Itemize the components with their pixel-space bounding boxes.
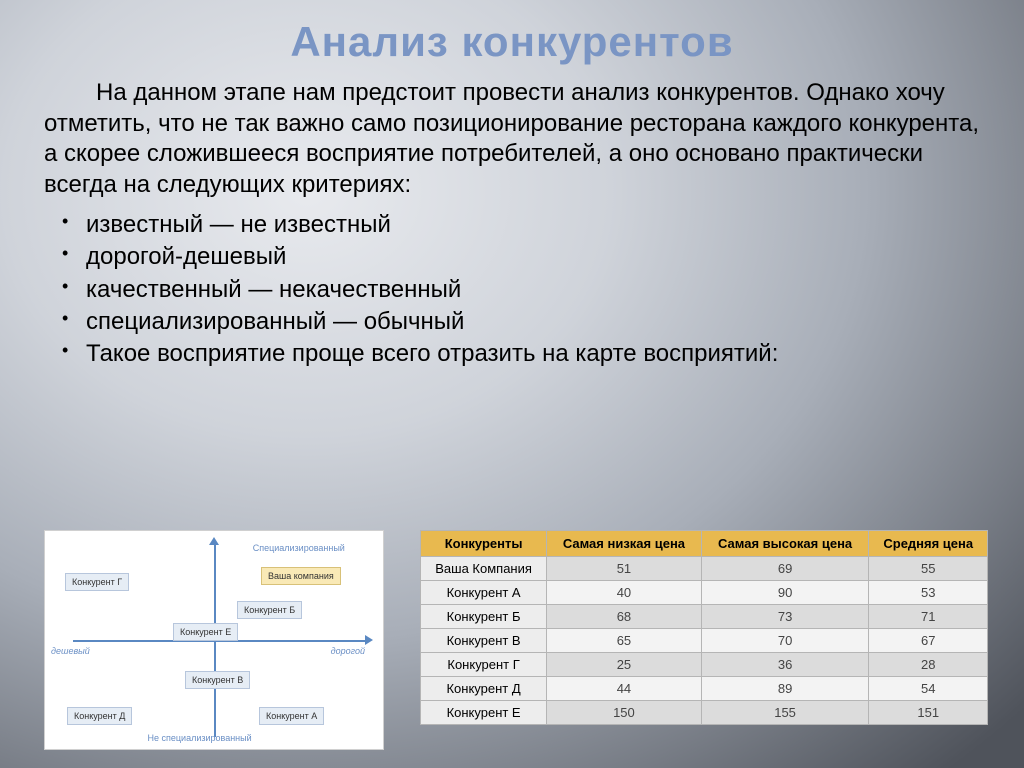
table-cell: Конкурент Д bbox=[421, 677, 547, 701]
map-box-company: Ваша компания bbox=[261, 567, 341, 585]
arrow-right-icon bbox=[365, 635, 373, 645]
perception-map: Специализированный Не специализированный… bbox=[44, 530, 384, 750]
map-box-competitor: Конкурент А bbox=[259, 707, 324, 725]
table-row: Конкурент В657067 bbox=[421, 629, 988, 653]
axis-label-right: дорогой bbox=[331, 646, 365, 656]
axis-label-left: дешевый bbox=[51, 646, 90, 656]
table-cell: Конкурент Б bbox=[421, 605, 547, 629]
map-box-competitor: Конкурент Д bbox=[67, 707, 132, 725]
map-box-competitor: Конкурент Б bbox=[237, 601, 302, 619]
table-cell: 150 bbox=[547, 701, 702, 725]
list-item: известный — не известный bbox=[62, 209, 980, 241]
table-cell: 69 bbox=[701, 557, 869, 581]
table-header-row: Конкуренты Самая низкая цена Самая высок… bbox=[421, 531, 988, 557]
table-cell: 25 bbox=[547, 653, 702, 677]
table-row: Конкурент Б687371 bbox=[421, 605, 988, 629]
table-cell: 67 bbox=[869, 629, 988, 653]
table-row: Ваша Компания516955 bbox=[421, 557, 988, 581]
table-cell: Ваша Компания bbox=[421, 557, 547, 581]
table-row: Конкурент А409053 bbox=[421, 581, 988, 605]
table-cell: 51 bbox=[547, 557, 702, 581]
table-cell: Конкурент В bbox=[421, 629, 547, 653]
axis-label-top: Специализированный bbox=[253, 543, 345, 553]
table-header: Самая высокая цена bbox=[701, 531, 869, 557]
table-header: Средняя цена bbox=[869, 531, 988, 557]
map-box-competitor: Конкурент В bbox=[185, 671, 250, 689]
table-header: Конкуренты bbox=[421, 531, 547, 557]
arrow-up-icon bbox=[209, 537, 219, 545]
table-cell: 28 bbox=[869, 653, 988, 677]
map-box-competitor: Конкурент Е bbox=[173, 623, 238, 641]
table-cell: 151 bbox=[869, 701, 988, 725]
table-cell: 40 bbox=[547, 581, 702, 605]
table-row: Конкурент Г253628 bbox=[421, 653, 988, 677]
list-item: специализированный — обычный bbox=[62, 306, 980, 338]
price-table: Конкуренты Самая низкая цена Самая высок… bbox=[420, 530, 988, 725]
map-box-competitor: Конкурент Г bbox=[65, 573, 129, 591]
table-cell: 65 bbox=[547, 629, 702, 653]
table-cell: 155 bbox=[701, 701, 869, 725]
table-row: Конкурент Е150155151 bbox=[421, 701, 988, 725]
table-cell: 73 bbox=[701, 605, 869, 629]
list-item: дорогой-дешевый bbox=[62, 241, 980, 273]
table-cell: 68 bbox=[547, 605, 702, 629]
table-cell: 53 bbox=[869, 581, 988, 605]
table-header: Самая низкая цена bbox=[547, 531, 702, 557]
slide-title: Анализ конкурентов bbox=[44, 18, 980, 66]
table-cell: 44 bbox=[547, 677, 702, 701]
list-item: качественный — некачественный bbox=[62, 274, 980, 306]
table-row: Конкурент Д448954 bbox=[421, 677, 988, 701]
table-cell: Конкурент Г bbox=[421, 653, 547, 677]
criteria-list: известный — не известный дорогой-дешевый… bbox=[44, 209, 980, 371]
table-cell: 90 bbox=[701, 581, 869, 605]
list-item: Такое восприятие проще всего отразить на… bbox=[62, 338, 980, 370]
axis-label-bottom: Не специализированный bbox=[148, 733, 281, 743]
table-cell: Конкурент Е bbox=[421, 701, 547, 725]
intro-paragraph: На данном этапе нам предстоит провести а… bbox=[44, 78, 980, 201]
table-cell: Конкурент А bbox=[421, 581, 547, 605]
table-cell: 89 bbox=[701, 677, 869, 701]
table-cell: 70 bbox=[701, 629, 869, 653]
table-cell: 55 bbox=[869, 557, 988, 581]
table-cell: 36 bbox=[701, 653, 869, 677]
table-cell: 71 bbox=[869, 605, 988, 629]
table-cell: 54 bbox=[869, 677, 988, 701]
